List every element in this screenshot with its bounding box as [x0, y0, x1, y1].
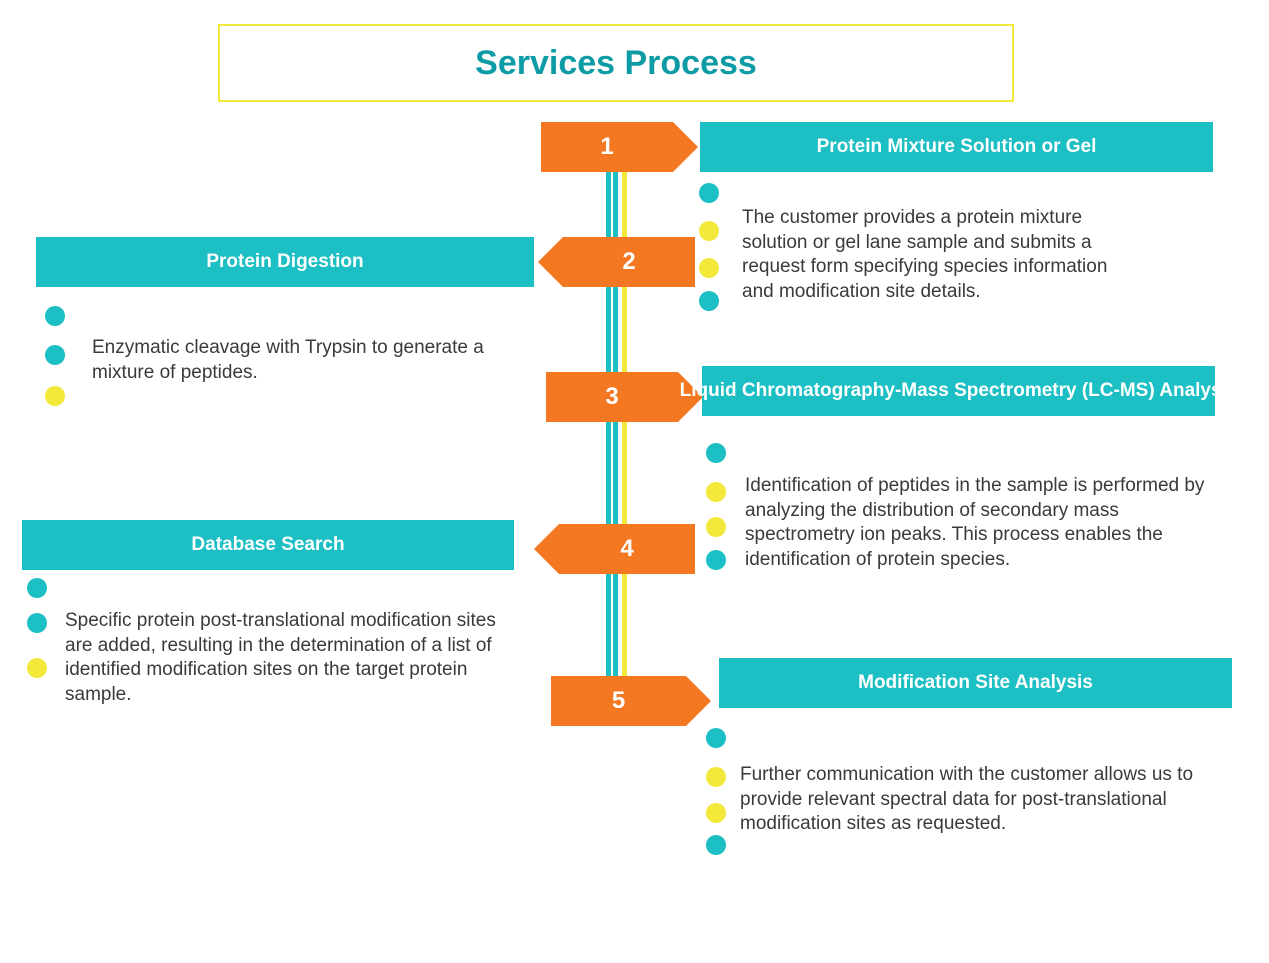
bullet-dot-icon — [699, 221, 719, 241]
step-arrow-4: 4 — [559, 524, 695, 574]
page-title: Services Process — [475, 44, 757, 83]
step-description-3: Identification of peptides in the sample… — [745, 474, 1220, 573]
bullet-dot-icon — [706, 767, 726, 787]
step-arrow-1: 1 — [541, 122, 673, 172]
bullet-dot-icon — [699, 258, 719, 278]
bullet-dot-icon — [27, 658, 47, 678]
bullet-dot-icon — [706, 728, 726, 748]
step-heading-1: Protein Mixture Solution or Gel — [700, 122, 1213, 172]
step-number: 4 — [620, 535, 633, 563]
bullet-dot-icon — [706, 482, 726, 502]
step-description-2: Enzymatic cleavage with Trypsin to gener… — [92, 336, 507, 385]
bullet-dot-icon — [706, 550, 726, 570]
bullet-dot-icon — [27, 613, 47, 633]
bullet-dot-icon — [45, 386, 65, 406]
bullet-dot-icon — [45, 306, 65, 326]
step-description-1: The customer provides a protein mixture … — [742, 206, 1142, 305]
bullet-dot-icon — [699, 183, 719, 203]
step-heading-5: Modification Site Analysis — [719, 658, 1232, 708]
step-heading-2: Protein Digestion — [36, 237, 534, 287]
step-arrow-5: 5 — [551, 676, 686, 726]
arrow-head-icon — [538, 237, 563, 287]
step-description-5: Further communication with the customer … — [740, 763, 1230, 837]
arrow-head-icon — [686, 676, 711, 726]
bullet-dot-icon — [706, 803, 726, 823]
bullet-dot-icon — [699, 291, 719, 311]
step-number: 5 — [612, 687, 625, 715]
step-description-4: Specific protein post-translational modi… — [65, 609, 515, 708]
title-box: Services Process — [218, 24, 1014, 102]
bullet-dot-icon — [706, 443, 726, 463]
bullet-dot-icon — [45, 345, 65, 365]
step-number: 1 — [600, 133, 613, 161]
step-heading-4: Database Search — [22, 520, 514, 570]
step-heading-3: Liquid Chromatography-Mass Spectrometry … — [702, 366, 1215, 416]
arrow-head-icon — [534, 524, 559, 574]
step-number: 3 — [605, 383, 618, 411]
bullet-dot-icon — [706, 835, 726, 855]
arrow-head-icon — [673, 122, 698, 172]
bullet-dot-icon — [27, 578, 47, 598]
step-arrow-2: 2 — [563, 237, 695, 287]
step-number: 2 — [622, 248, 635, 276]
bullet-dot-icon — [706, 517, 726, 537]
step-arrow-3: 3 — [546, 372, 678, 422]
